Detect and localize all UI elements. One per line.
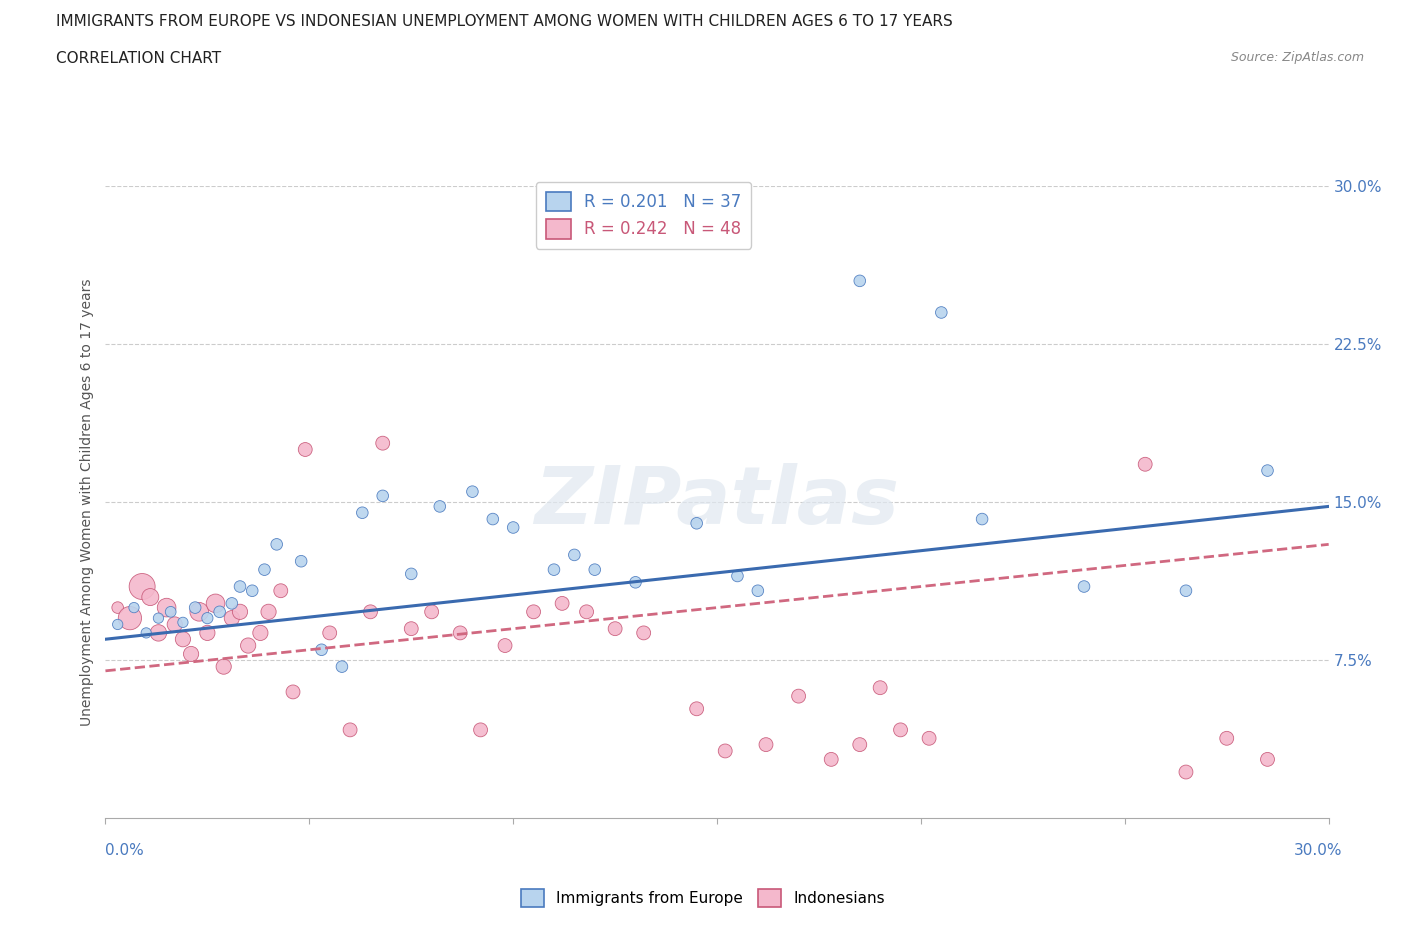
Text: ZIPatlas: ZIPatlas [534, 463, 900, 541]
Point [470, 723, 492, 737]
Point [163, 617, 186, 631]
Point [1175, 583, 1198, 598]
Point [266, 537, 288, 551]
Point [270, 583, 292, 598]
Point [236, 638, 259, 653]
Point [686, 516, 709, 531]
Point [172, 631, 194, 646]
Point [290, 553, 312, 568]
Point [461, 485, 484, 499]
Point [229, 579, 252, 594]
Point [208, 604, 231, 619]
Point [449, 626, 471, 641]
Point [330, 659, 353, 674]
Point [352, 505, 374, 520]
Point [583, 563, 606, 578]
Point [107, 600, 129, 615]
Point [107, 617, 129, 631]
Point [787, 689, 810, 704]
Point [714, 743, 737, 758]
Point [502, 520, 524, 535]
Point [727, 568, 749, 583]
Point [249, 626, 271, 641]
Text: Source: ZipAtlas.com: Source: ZipAtlas.com [1230, 51, 1364, 64]
Point [159, 604, 181, 619]
Point [253, 563, 276, 578]
Point [135, 626, 157, 641]
Point [148, 626, 170, 641]
Point [575, 604, 598, 619]
Point [148, 611, 170, 626]
Point [562, 548, 586, 563]
Text: 30.0%: 30.0% [1295, 844, 1343, 858]
Text: 0.0%: 0.0% [105, 844, 145, 858]
Point [869, 680, 891, 695]
Point [318, 626, 342, 641]
Point [122, 600, 145, 615]
Point [633, 626, 655, 641]
Point [339, 723, 361, 737]
Point [180, 646, 202, 661]
Point [371, 436, 394, 451]
Point [481, 512, 503, 526]
Point [311, 643, 333, 658]
Point [551, 596, 574, 611]
Point [918, 731, 941, 746]
Point [1256, 752, 1278, 767]
Point [970, 512, 993, 526]
Point [371, 488, 394, 503]
Point [229, 604, 252, 619]
Point [399, 566, 422, 581]
Point [257, 604, 280, 619]
Point [1256, 463, 1278, 478]
Y-axis label: Unemployment Among Women with Children Ages 6 to 17 years: Unemployment Among Women with Children A… [80, 278, 94, 726]
Point [195, 626, 219, 641]
Point [605, 621, 627, 636]
Point [195, 611, 219, 626]
Point [747, 583, 769, 598]
Point [139, 590, 162, 604]
Point [543, 563, 565, 578]
Point [420, 604, 443, 619]
Point [184, 600, 207, 615]
Point [849, 737, 872, 752]
Point [849, 273, 872, 288]
Point [212, 659, 235, 674]
Point [755, 737, 778, 752]
Text: CORRELATION CHART: CORRELATION CHART [56, 51, 221, 66]
Point [624, 575, 647, 590]
Point [221, 611, 243, 626]
Legend: Immigrants from Europe, Indonesians: Immigrants from Europe, Indonesians [515, 884, 891, 913]
Point [399, 621, 422, 636]
Legend: R = 0.201   N = 37, R = 0.242   N = 48: R = 0.201 N = 37, R = 0.242 N = 48 [536, 181, 751, 248]
Point [131, 579, 153, 594]
Point [240, 583, 263, 598]
Point [523, 604, 546, 619]
Point [155, 600, 177, 615]
Text: IMMIGRANTS FROM EUROPE VS INDONESIAN UNEMPLOYMENT AMONG WOMEN WITH CHILDREN AGES: IMMIGRANTS FROM EUROPE VS INDONESIAN UNE… [56, 14, 953, 29]
Point [890, 723, 912, 737]
Point [494, 638, 516, 653]
Point [820, 752, 842, 767]
Point [686, 701, 709, 716]
Point [118, 611, 141, 626]
Point [221, 596, 243, 611]
Point [188, 604, 211, 619]
Point [294, 442, 316, 457]
Point [1216, 731, 1239, 746]
Point [429, 499, 451, 514]
Point [204, 596, 226, 611]
Point [172, 615, 194, 630]
Point [360, 604, 382, 619]
Point [1133, 457, 1156, 472]
Point [281, 684, 304, 699]
Point [931, 305, 953, 320]
Point [1073, 579, 1095, 594]
Point [1175, 764, 1198, 779]
